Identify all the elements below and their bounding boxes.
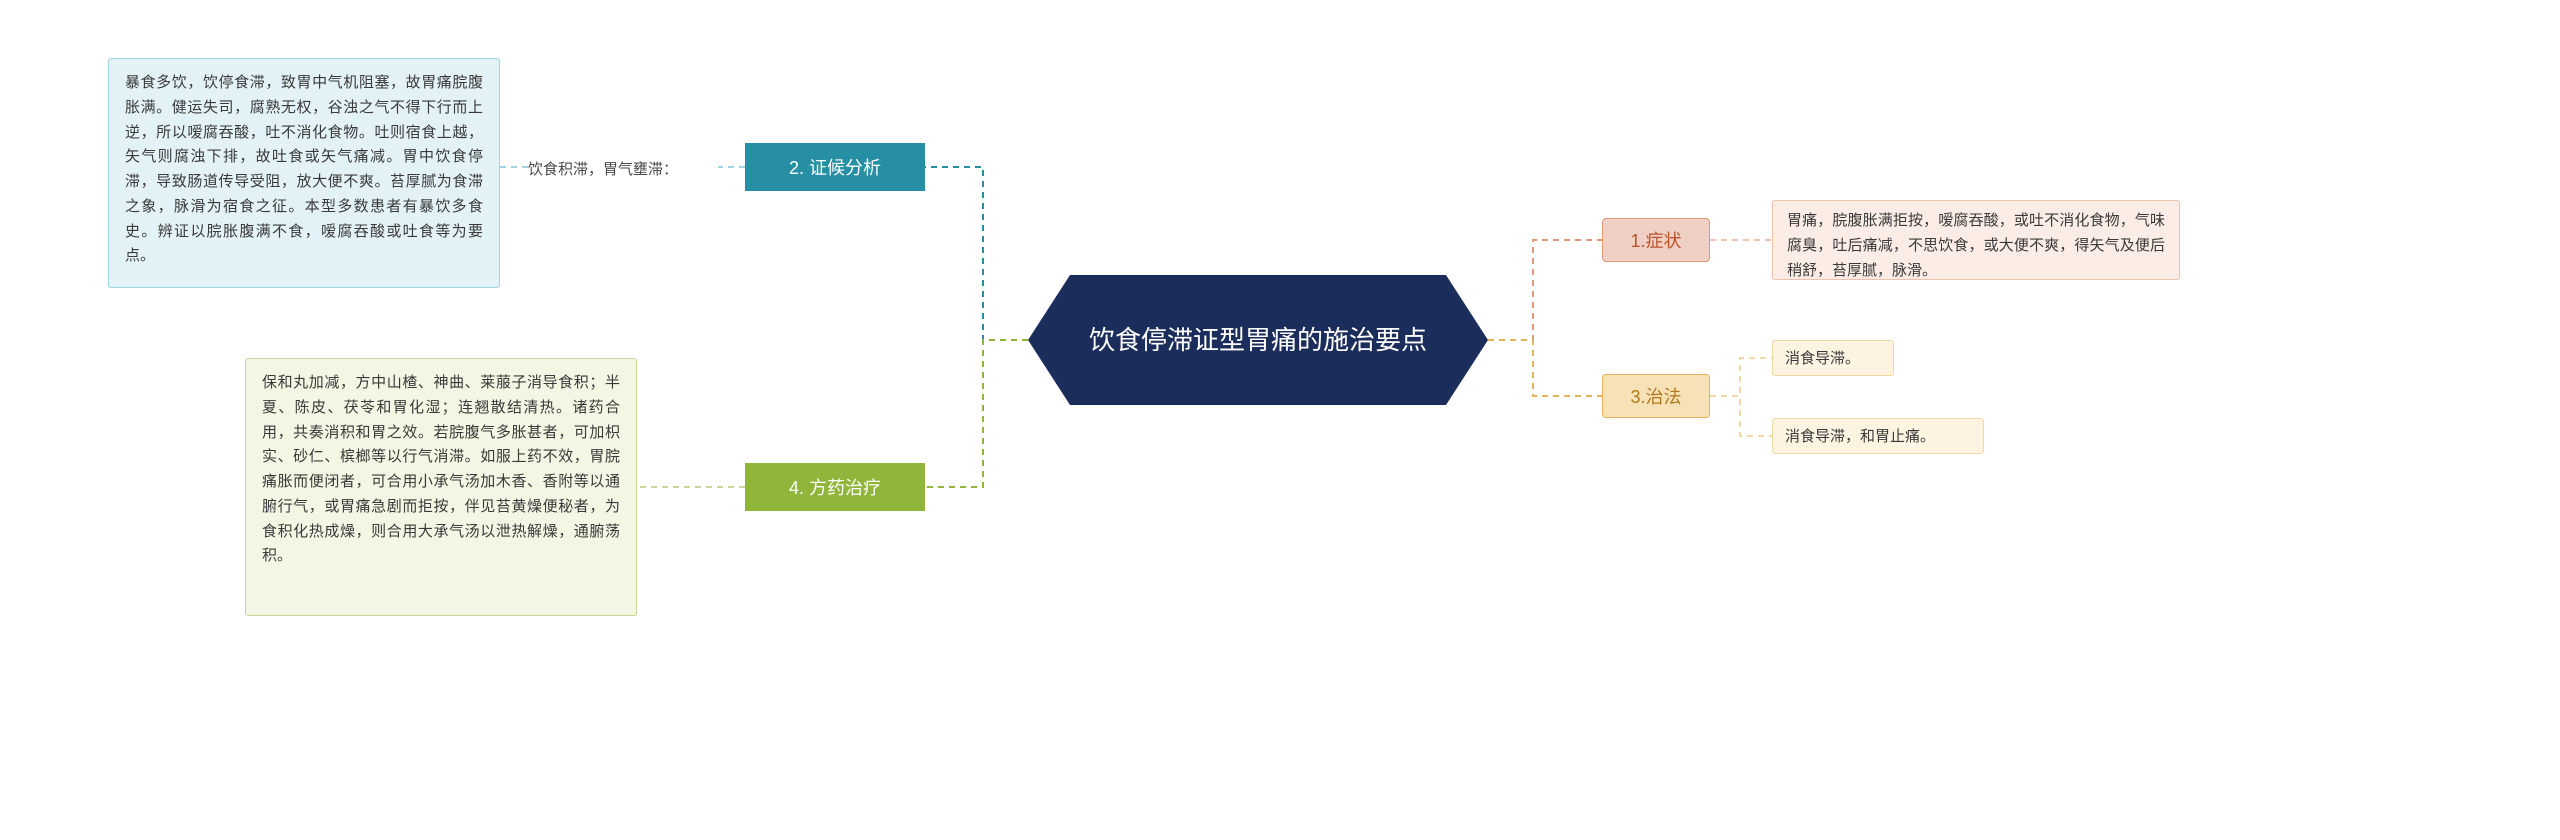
branch-4-label-text: 4. 方药治疗 [789, 474, 881, 500]
central-topic-text: 饮食停滞证型胃痛的施治要点 [1039, 321, 1477, 360]
central-topic[interactable]: 饮食停滞证型胃痛的施治要点 [1028, 275, 1488, 405]
branch-2-label[interactable]: 2. 证候分析 [745, 143, 925, 191]
branch-2-mid-text: 饮食积滞，胃气壅滞： [528, 158, 678, 179]
branch-3-label-text: 3.治法 [1630, 383, 1681, 409]
branch-3-line-a: 消食导滞。 [1772, 340, 1894, 376]
branch-1-label-text: 1.症状 [1630, 227, 1681, 253]
branch-3-line-b: 消食导滞，和胃止痛。 [1772, 418, 1984, 454]
branch-1-detail: 胃痛，脘腹胀满拒按，嗳腐吞酸，或吐不消化食物，气味腐臭，吐后痛减，不思饮食，或大… [1772, 200, 2180, 280]
branch-2-label-text: 2. 证候分析 [789, 154, 881, 180]
branch-4-detail: 保和丸加减，方中山楂、神曲、莱菔子消导食积；半夏、陈皮、茯苓和胃化湿；连翘散结清… [245, 358, 637, 616]
branch-2-detail: 暴食多饮，饮停食滞，致胃中气机阻塞，故胃痛脘腹胀满。健运失司，腐熟无权，谷浊之气… [108, 58, 500, 288]
branch-1-label[interactable]: 1.症状 [1602, 218, 1710, 262]
branch-3-label[interactable]: 3.治法 [1602, 374, 1710, 418]
branch-4-label[interactable]: 4. 方药治疗 [745, 463, 925, 511]
